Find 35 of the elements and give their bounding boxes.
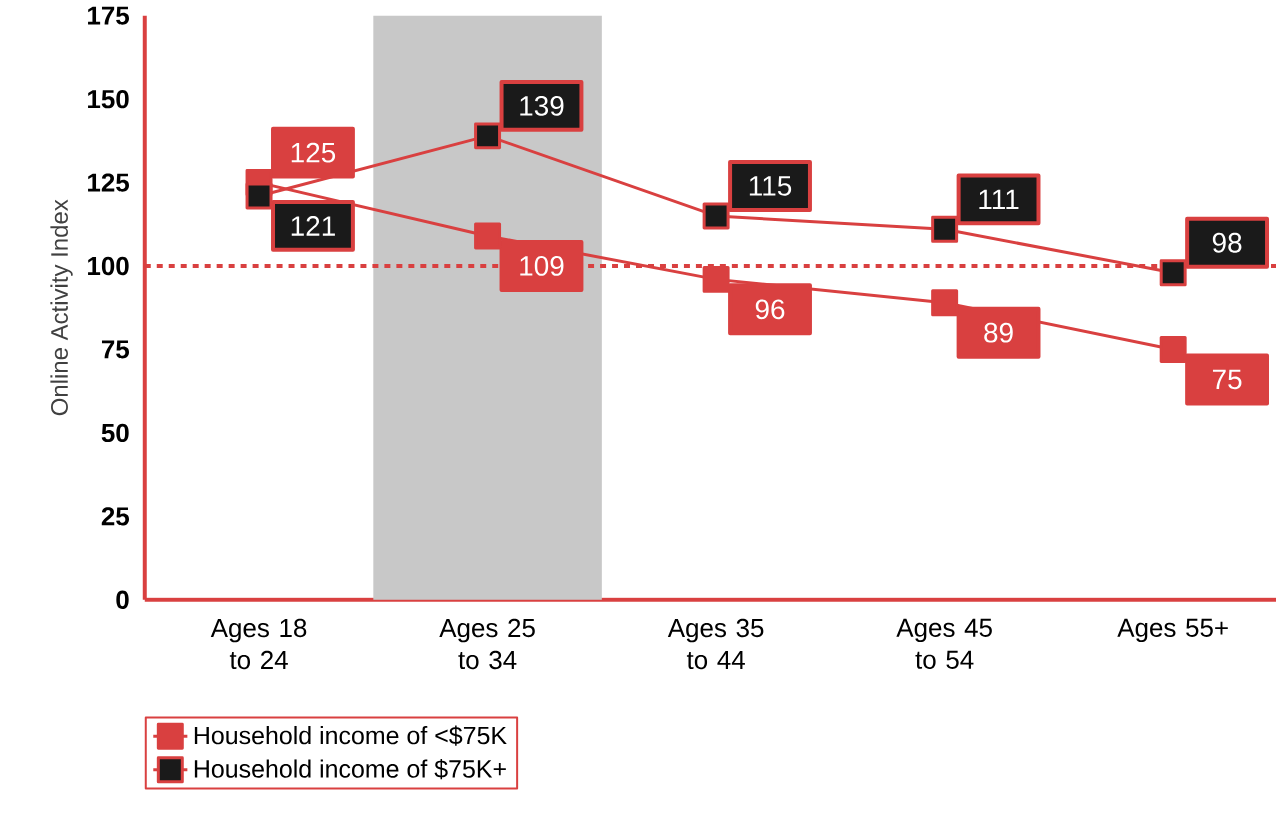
y-tick-label: 175 [88, 6, 129, 25]
y-tick-label: 150 [88, 89, 129, 109]
y-tick-label: 25 [101, 506, 130, 526]
data-label: 96 [755, 299, 785, 320]
data-label: 109 [520, 255, 564, 276]
y-tick-label: 0 [116, 590, 129, 609]
data-label: 115 [749, 176, 792, 196]
point [1159, 259, 1187, 286]
data-label: 89 [984, 322, 1013, 343]
x-tick-label: Ages 35 to 44 [667, 618, 764, 669]
data-label: 75 [1212, 369, 1242, 389]
point [702, 265, 730, 293]
point [931, 215, 959, 243]
x-tick-label: Ages 45 to 54 [896, 618, 992, 669]
point [931, 289, 959, 317]
point [474, 222, 502, 250]
y-tick-label: 125 [88, 173, 129, 192]
point [474, 122, 502, 150]
x-tick-label: Ages 25 to 34 [439, 618, 535, 669]
y-axis-title: Online Activity Index [50, 199, 73, 415]
y-tick-label: 75 [101, 340, 130, 359]
y-tick-label: 50 [101, 423, 129, 442]
point [245, 182, 273, 210]
data-label: 139 [520, 95, 564, 116]
point [1159, 335, 1187, 363]
legend-label: Household income of $75K+ [194, 758, 506, 780]
data-label: 98 [1212, 232, 1242, 253]
x-tick-label: Ages 18 to 24 [210, 618, 307, 669]
data-label: 111 [979, 189, 1019, 209]
legend-label: Household income of <$75K [194, 725, 507, 746]
point [702, 202, 730, 230]
x-tick-label: Ages 55+ [1117, 618, 1228, 642]
data-label: 125 [291, 142, 336, 163]
y-tick-label: 100 [88, 256, 129, 276]
data-label: 121 [291, 215, 335, 236]
